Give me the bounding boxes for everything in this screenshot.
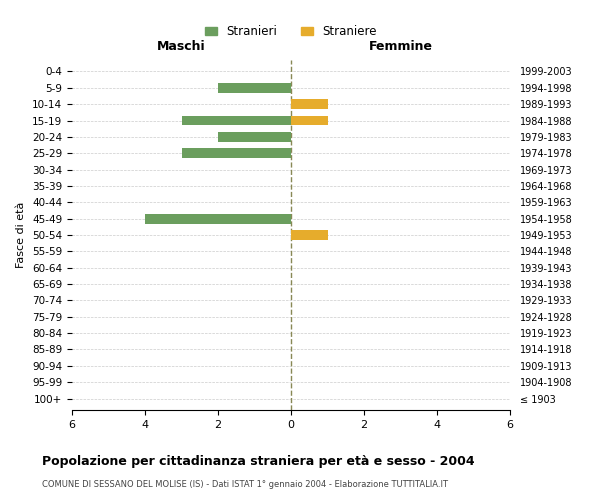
Y-axis label: Fasce di età: Fasce di età [16,202,26,268]
Bar [218,83,291,92]
Text: COMUNE DI SESSANO DEL MOLISE (IS) - Dati ISTAT 1° gennaio 2004 - Elaborazione TU: COMUNE DI SESSANO DEL MOLISE (IS) - Dati… [42,480,448,489]
Legend: Stranieri, Straniere: Stranieri, Straniere [200,20,382,43]
Text: Maschi: Maschi [157,40,206,53]
Text: Femmine: Femmine [368,40,433,53]
Bar [218,132,291,142]
Text: Popolazione per cittadinanza straniera per età e sesso - 2004: Popolazione per cittadinanza straniera p… [42,455,475,468]
Bar [182,148,291,158]
Bar [291,116,328,126]
Bar [145,214,291,224]
Bar [291,100,328,109]
Bar [291,230,328,240]
Bar [182,116,291,126]
